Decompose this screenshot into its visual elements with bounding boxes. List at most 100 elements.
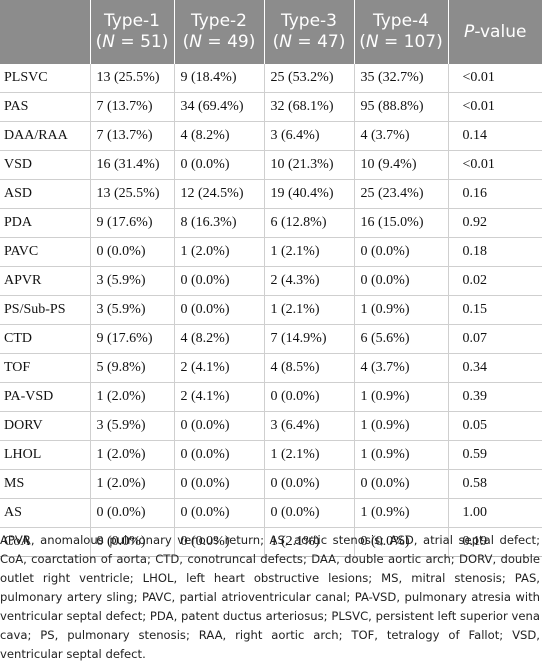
cell-p-value: <0.01 bbox=[448, 64, 542, 93]
cell-p-value: <0.01 bbox=[448, 92, 542, 122]
cell-type-2: 0 (0.0%) bbox=[174, 498, 265, 528]
cell-type-4: 4 (3.7%) bbox=[354, 121, 449, 151]
header-p-rest: -value bbox=[474, 21, 527, 42]
cell-type-1: 7 (13.7%) bbox=[90, 121, 175, 151]
cell-type-2: 9 (18.4%) bbox=[174, 64, 265, 93]
cell-type-3: 3 (6.4%) bbox=[264, 411, 355, 441]
table-body: PLSVC 13 (25.5%) 9 (18.4%) 25 (53.2%) 35 (32… bbox=[0, 64, 542, 557]
cell-type-1: 16 (31.4%) bbox=[90, 150, 175, 180]
cell-p-value: 0.07 bbox=[448, 324, 542, 354]
cell-type-3: 0 (0.0%) bbox=[264, 382, 355, 412]
cell-type-4: 16 (15.0%) bbox=[354, 208, 449, 238]
header-empty bbox=[0, 0, 91, 64]
cell-type-2: 34 (69.4%) bbox=[174, 92, 265, 122]
cell-type-3: 2 (4.3%) bbox=[264, 266, 355, 296]
cell-type-2: 0 (0.0%) bbox=[174, 411, 265, 441]
cell-p-value: 0.39 bbox=[448, 382, 542, 412]
table-row: CTD 9 (17.6%) 4 (8.2%) 7 (14.9%) 6 (5.6%) 0.0… bbox=[0, 324, 542, 354]
table-row: AS 0 (0.0%) 0 (0.0%) 0 (0.0%) 1 (0.9%) 1.00 bbox=[0, 498, 542, 528]
row-label: VSD bbox=[0, 150, 91, 180]
cell-type-4: 0 (0.0%) bbox=[354, 469, 449, 499]
cell-type-1: 0 (0.0%) bbox=[90, 527, 175, 557]
cell-type-1: 1 (2.0%) bbox=[90, 382, 175, 412]
table-row: PAVC 0 (0.0%) 1 (2.0%) 1 (2.1%) 0 (0.0%) 0.18 bbox=[0, 237, 542, 267]
cell-p-value: 0.15 bbox=[448, 295, 542, 325]
cell-p-value: 1.00 bbox=[448, 498, 542, 528]
cell-type-3: 10 (21.3%) bbox=[264, 150, 355, 180]
row-label: CoA bbox=[0, 527, 91, 557]
cell-type-2: 12 (24.5%) bbox=[174, 179, 265, 209]
row-label: TOF bbox=[0, 353, 91, 383]
header-type-4-label: Type-4 bbox=[373, 11, 429, 31]
header-type-1-label: Type-1 bbox=[104, 11, 160, 31]
row-label: PA-VSD bbox=[0, 382, 91, 412]
cell-type-1: 7 (13.7%) bbox=[90, 92, 175, 122]
cell-type-2: 0 (0.0%) bbox=[174, 440, 265, 470]
cell-type-1: 13 (25.5%) bbox=[90, 179, 175, 209]
cell-type-4: 1 (0.9%) bbox=[354, 498, 449, 528]
header-type-3-n: (N = 47) bbox=[272, 32, 346, 52]
table-row: DORV 3 (5.9%) 0 (0.0%) 3 (6.4%) 1 (0.9%) 0.05 bbox=[0, 411, 542, 441]
cell-type-2: 2 (4.1%) bbox=[174, 382, 265, 412]
cell-type-1: 3 (5.9%) bbox=[90, 411, 175, 441]
table-row: VSD 16 (31.4%) 0 (0.0%) 10 (21.3%) 10 (9.4%)… bbox=[0, 150, 542, 180]
cell-p-value: 0.19 bbox=[448, 527, 542, 557]
cell-type-3: 7 (14.9%) bbox=[264, 324, 355, 354]
cell-p-value: 0.58 bbox=[448, 469, 542, 499]
header-type-4: Type-4 (N = 107) bbox=[354, 0, 449, 64]
header-p-value: P-value bbox=[448, 0, 542, 64]
table-row: DAA/RAA 7 (13.7%) 4 (8.2%) 3 (6.4%) 4 (3.7%)… bbox=[0, 121, 542, 151]
cell-type-1: 0 (0.0%) bbox=[90, 498, 175, 528]
table-row: PDA 9 (17.6%) 8 (16.3%) 6 (12.8%) 16 (15.0%)… bbox=[0, 208, 542, 238]
cell-type-1: 1 (2.0%) bbox=[90, 440, 175, 470]
cell-p-value: 0.34 bbox=[448, 353, 542, 383]
table-row: PLSVC 13 (25.5%) 9 (18.4%) 25 (53.2%) 35 (32… bbox=[0, 64, 542, 93]
cell-type-3: 25 (53.2%) bbox=[264, 64, 355, 93]
row-label: APVR bbox=[0, 266, 91, 296]
cell-p-value: 0.14 bbox=[448, 121, 542, 151]
cell-type-1: 1 (2.0%) bbox=[90, 469, 175, 499]
row-label: AS bbox=[0, 498, 91, 528]
row-label: DAA/RAA bbox=[0, 121, 91, 151]
table-row: MS 1 (2.0%) 0 (0.0%) 0 (0.0%) 0 (0.0%) 0.58 bbox=[0, 469, 542, 499]
cell-p-value: 0.02 bbox=[448, 266, 542, 296]
cell-p-value: 0.16 bbox=[448, 179, 542, 209]
cell-type-1: 3 (5.9%) bbox=[90, 266, 175, 296]
cell-type-3: 0 (0.0%) bbox=[264, 469, 355, 499]
cell-p-value: <0.01 bbox=[448, 150, 542, 180]
cell-type-3: 1 (2.1%) bbox=[264, 295, 355, 325]
header-type-1-n: (N = 51) bbox=[95, 32, 169, 52]
row-label: MS bbox=[0, 469, 91, 499]
cell-type-2: 0 (0.0%) bbox=[174, 527, 265, 557]
header-type-4-n: (N = 107) bbox=[359, 32, 443, 52]
table-row: TOF 5 (9.8%) 2 (4.1%) 4 (8.5%) 4 (3.7%) 0.34 bbox=[0, 353, 542, 383]
cell-type-4: 1 (0.9%) bbox=[354, 295, 449, 325]
cell-type-1: 13 (25.5%) bbox=[90, 64, 175, 93]
cell-type-4: 95 (88.8%) bbox=[354, 92, 449, 122]
cell-type-4: 25 (23.4%) bbox=[354, 179, 449, 209]
cell-type-1: 3 (5.9%) bbox=[90, 295, 175, 325]
row-label: PAS bbox=[0, 92, 91, 122]
cell-type-3: 1 (2.1%) bbox=[264, 527, 355, 557]
cell-type-1: 0 (0.0%) bbox=[90, 237, 175, 267]
cell-type-3: 3 (6.4%) bbox=[264, 121, 355, 151]
header-type-3-label: Type-3 bbox=[281, 11, 337, 31]
table-row: CoA 0 (0.0%) 0 (0.0%) 1 (2.1%) 0 (0.0%) 0.19 bbox=[0, 527, 542, 557]
header-type-1: Type-1 (N = 51) bbox=[90, 0, 175, 64]
cell-type-3: 1 (2.1%) bbox=[264, 440, 355, 470]
row-label: LHOL bbox=[0, 440, 91, 470]
cell-type-3: 6 (12.8%) bbox=[264, 208, 355, 238]
table-row: PS/Sub-PS 3 (5.9%) 0 (0.0%) 1 (2.1%) 1 (0.9%… bbox=[0, 295, 542, 325]
cell-p-value: 0.05 bbox=[448, 411, 542, 441]
cell-type-4: 1 (0.9%) bbox=[354, 382, 449, 412]
cell-type-1: 9 (17.6%) bbox=[90, 208, 175, 238]
results-table: Type-1 (N = 51) Type-2 (N = 49) Type-3 (… bbox=[0, 0, 542, 557]
header-type-2-n: (N = 49) bbox=[182, 32, 256, 52]
row-label: DORV bbox=[0, 411, 91, 441]
cell-p-value: 0.59 bbox=[448, 440, 542, 470]
table-row: ASD 13 (25.5%) 12 (24.5%) 19 (40.4%) 25 (23.… bbox=[0, 179, 542, 209]
cell-type-4: 0 (0.0%) bbox=[354, 237, 449, 267]
cell-type-3: 4 (8.5%) bbox=[264, 353, 355, 383]
row-label: CTD bbox=[0, 324, 91, 354]
header-row: Type-1 (N = 51) Type-2 (N = 49) Type-3 (… bbox=[0, 0, 542, 64]
